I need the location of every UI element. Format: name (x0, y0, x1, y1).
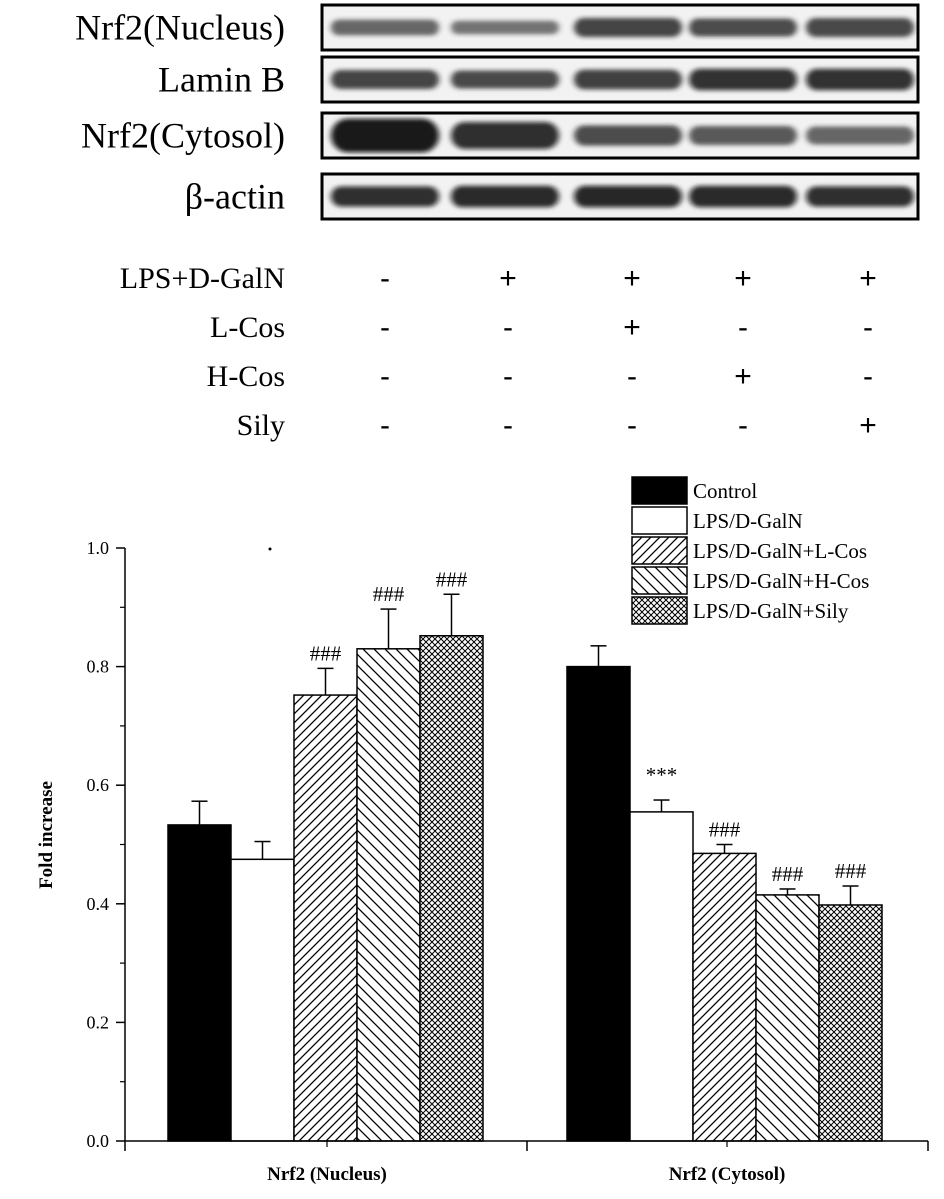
western-blot-panel: Nrf2(Nucleus) Lamin B Nrf2(Cytosol) β-actin (75, 3, 920, 221)
blot-row-label: Nrf2(Cytosol) (81, 116, 285, 156)
legend-swatch (631, 476, 688, 505)
y-tick-label: 0.2 (87, 1012, 110, 1032)
minus-sign: - (627, 409, 637, 442)
minus-sign: - (627, 360, 637, 393)
treatment-table: LPS+D-GalN - + + + + L-Cos - - + - - H-Cos - - - + - Sily -… (120, 262, 877, 442)
blot-band (689, 126, 797, 145)
significance-annotation: ### (373, 582, 405, 606)
legend-label: LPS/D-GalN+Sily (693, 599, 849, 623)
legend-label: LPS/D-GalN (693, 509, 803, 533)
blot-band (331, 186, 439, 207)
minus-sign: - (863, 311, 873, 344)
chart-axes: 0.0 0.2 0.4 0.6 0.8 1.0 Nrf2 (Nucleus) Nrf2 (Cy… (87, 538, 929, 1185)
stray-dot (268, 547, 272, 551)
plus-sign: + (734, 360, 752, 393)
plus-sign: + (623, 311, 641, 344)
significance-annotation: ### (772, 862, 804, 886)
blot-row-label: β-actin (185, 177, 285, 217)
blot-band (331, 19, 439, 36)
y-tick-label: 0.0 (87, 1131, 110, 1151)
significance-annotation: ### (310, 641, 342, 665)
legend-label: LPS/D-GalN+L-Cos (693, 539, 867, 563)
bar (293, 694, 358, 1142)
y-tick-label: 0.4 (87, 894, 110, 914)
treatment-label: H-Cos (207, 360, 285, 393)
minus-sign: - (738, 409, 748, 442)
blot-band (451, 20, 559, 35)
legend-swatch (631, 506, 688, 535)
bar (230, 858, 295, 1142)
bar (167, 824, 232, 1142)
y-tick-label: 0.8 (87, 657, 110, 677)
plus-sign: + (499, 262, 517, 295)
blot-band (689, 68, 797, 91)
blot-band (331, 70, 439, 89)
blot-band (806, 126, 914, 145)
significance-annotation: ### (835, 859, 867, 883)
bar (566, 665, 631, 1142)
bar-chart: *** ### ### ### ### ### ### 0.0 0.2 0.4 0.6 0.8 1.0… (36, 476, 929, 1185)
significance-annotation: ### (709, 818, 741, 842)
legend-swatch (631, 596, 688, 625)
treatment-label: L-Cos (210, 311, 285, 344)
chart-legend: Control LPS/D-GalN LPS/D-GalN+L-Cos LPS/D-G… (631, 476, 869, 625)
minus-sign: - (380, 262, 390, 295)
plus-sign: + (623, 262, 641, 295)
plus-sign: + (734, 262, 752, 295)
legend-label: Control (693, 479, 757, 503)
minus-sign: - (380, 311, 390, 344)
y-tick-label: 0.6 (87, 775, 110, 795)
blot-band (451, 122, 559, 149)
x-category-label: Nrf2 (Nucleus) (267, 1164, 387, 1185)
bar (692, 852, 757, 1142)
minus-sign: - (380, 409, 390, 442)
minus-sign: - (863, 360, 873, 393)
blot-row-label: Lamin B (158, 60, 285, 100)
blot-band (331, 118, 439, 153)
bar (356, 648, 421, 1142)
blot-band (806, 186, 914, 207)
blot-band (451, 185, 559, 208)
legend-label: LPS/D-GalN+H-Cos (693, 569, 869, 593)
blot-band (689, 18, 797, 37)
blot-band (574, 18, 682, 37)
bar (419, 635, 484, 1142)
y-tick-label: 1.0 (87, 538, 110, 558)
minus-sign: - (503, 360, 513, 393)
bar (818, 904, 883, 1142)
significance-annotation: *** (646, 763, 678, 787)
blot-band (574, 69, 682, 90)
blot-band (574, 185, 682, 208)
x-category-label: Nrf2 (Cytosol) (669, 1164, 786, 1185)
plus-sign: + (859, 409, 877, 442)
bars-group (167, 635, 883, 1142)
error-bars-group (191, 593, 859, 905)
plus-sign: + (859, 262, 877, 295)
treatment-label: LPS+D-GalN (120, 262, 285, 295)
blot-band (806, 68, 914, 91)
y-axis-title: Fold increase (36, 781, 57, 889)
blot-band (806, 18, 914, 37)
bar (629, 811, 694, 1142)
significance-annotations: *** ### ### ### ### ### ### (310, 567, 867, 886)
blot-band (451, 70, 559, 89)
minus-sign: - (503, 311, 513, 344)
blot-band (574, 125, 682, 146)
blot-row-label: Nrf2(Nucleus) (75, 8, 285, 48)
bar (755, 894, 820, 1142)
minus-sign: - (380, 360, 390, 393)
treatment-label: Sily (237, 409, 285, 442)
blot-band (689, 185, 797, 208)
significance-annotation: ### (436, 567, 468, 591)
minus-sign: - (738, 311, 748, 344)
legend-swatch (631, 566, 688, 595)
legend-swatch (631, 536, 688, 565)
minus-sign: - (503, 409, 513, 442)
